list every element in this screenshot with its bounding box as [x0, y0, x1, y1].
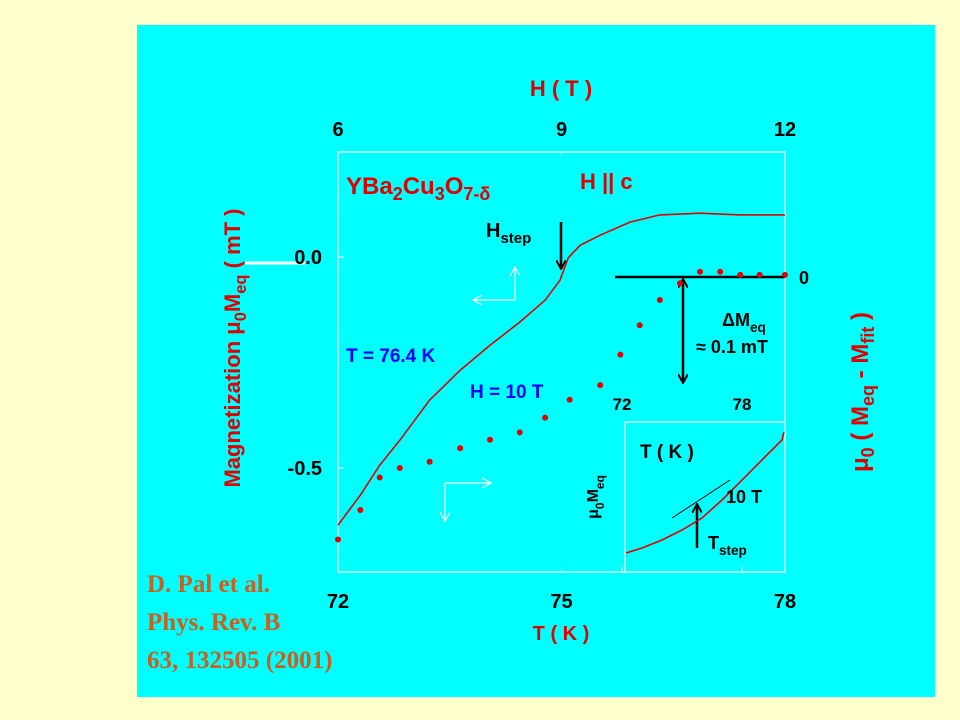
- y-tick-label: -0.5: [288, 458, 322, 480]
- y2-axis-title-part: - M: [847, 344, 874, 385]
- data-point: [597, 382, 604, 389]
- annotation-part: eq: [750, 320, 766, 335]
- data-point: [426, 458, 433, 465]
- y2-axis-title-part: 0: [858, 447, 878, 457]
- x2-axis-title: H ( T ): [530, 76, 592, 101]
- annotation-part: ΔM: [722, 310, 750, 330]
- x-tick-label: 75: [550, 591, 572, 613]
- citation: 63, 132505 (2001): [147, 647, 332, 674]
- annotation: H || c: [580, 169, 633, 194]
- data-point: [376, 474, 383, 481]
- citation: D. Pal et al.: [147, 571, 270, 598]
- data-point: [457, 445, 464, 452]
- y-axis-title-part: 0: [232, 312, 250, 321]
- y2-axis-title-part: μ: [847, 457, 874, 472]
- data-point: [756, 271, 763, 278]
- data-point: [617, 351, 624, 358]
- data-point: [335, 536, 341, 543]
- citation: Phys. Rev. B: [147, 609, 280, 636]
- y-axis-title: Magnetization μ0Meq ( mT ): [220, 208, 250, 487]
- inset-y-title: μ0Meq: [585, 475, 607, 519]
- annotation-part: H: [486, 220, 500, 242]
- chart-title-part: 7-δ: [463, 184, 490, 204]
- y2-axis-title: μ0 ( Meq - Mfit ): [847, 312, 878, 472]
- inset-annotation: 10 T: [726, 487, 762, 507]
- x-tick-label: 78: [774, 591, 796, 613]
- data-line: [625, 431, 785, 554]
- inset-annotation-part: T: [708, 533, 719, 553]
- annotation-part: ≈ 0.1 mT: [696, 337, 768, 357]
- inset-y-title-part: 0: [593, 502, 607, 509]
- y-axis-title-part: Magnetization μ: [220, 321, 245, 487]
- annotation-part: step: [500, 230, 531, 247]
- data-point: [656, 297, 663, 304]
- chart-title-part: 3: [435, 184, 445, 204]
- inset-annotation-part: 10 T: [726, 487, 762, 507]
- x-tick-label: 78: [733, 395, 752, 414]
- inset-y-title-part: M: [585, 489, 602, 502]
- y2-axis-title-part: ): [847, 312, 874, 327]
- y-axis-title-part: ( mT ): [220, 208, 245, 274]
- chart-title: YBa2Cu3O7-δ: [346, 173, 490, 204]
- y-axis-title-part: M: [220, 294, 245, 312]
- data-point: [486, 436, 493, 443]
- x-tick-label: 72: [327, 591, 349, 613]
- annotation: ΔMeq: [722, 310, 766, 335]
- chart-title-part: O: [445, 173, 464, 200]
- data-point: [782, 271, 788, 278]
- annotation: ≈ 0.1 mT: [696, 337, 768, 357]
- data-point: [697, 268, 704, 275]
- data-line: [337, 212, 785, 526]
- x-axis-title: T ( K ): [533, 623, 590, 645]
- chart-title-part: Cu: [403, 173, 435, 200]
- x2-tick-label: 9: [556, 119, 567, 141]
- inset-annotation-part: step: [719, 543, 747, 558]
- data-point: [636, 322, 643, 329]
- inset-y-title-part: μ: [585, 509, 602, 519]
- x2-tick-label: 12: [774, 119, 796, 141]
- y2-axis-title-part: ( M: [847, 406, 874, 447]
- series-label: T = 76.4 K: [346, 346, 436, 367]
- inset-title: T ( K ): [640, 442, 694, 463]
- data-point: [676, 280, 683, 287]
- series-label: H = 10 T: [470, 382, 544, 403]
- annotation-part: H || c: [580, 169, 633, 194]
- y-tick-label: 0.0: [294, 247, 322, 269]
- y2-axis-title-part: fit: [858, 327, 878, 344]
- data-point: [717, 268, 724, 275]
- x2-tick-label: 6: [332, 119, 343, 141]
- y2-tick-label: 0: [799, 268, 809, 288]
- inset-y-title-part: eq: [593, 475, 607, 489]
- y-axis-title-part: eq: [232, 274, 250, 293]
- panel: [137, 25, 935, 697]
- chart-title-part: 2: [393, 184, 403, 204]
- x-tick-label: 72: [613, 395, 632, 414]
- data-point: [516, 429, 523, 436]
- chart-title-part: YBa: [346, 173, 393, 200]
- data-point: [566, 396, 573, 403]
- data-point: [737, 271, 744, 278]
- inset-frame: [624, 421, 786, 573]
- inset-annotation: Tstep: [708, 533, 747, 558]
- fit-line: [671, 479, 731, 519]
- data-point: [357, 507, 364, 514]
- data-point: [542, 414, 549, 421]
- y2-axis-title-part: eq: [858, 385, 878, 406]
- data-point: [396, 465, 403, 472]
- annotation: Hstep: [486, 220, 531, 247]
